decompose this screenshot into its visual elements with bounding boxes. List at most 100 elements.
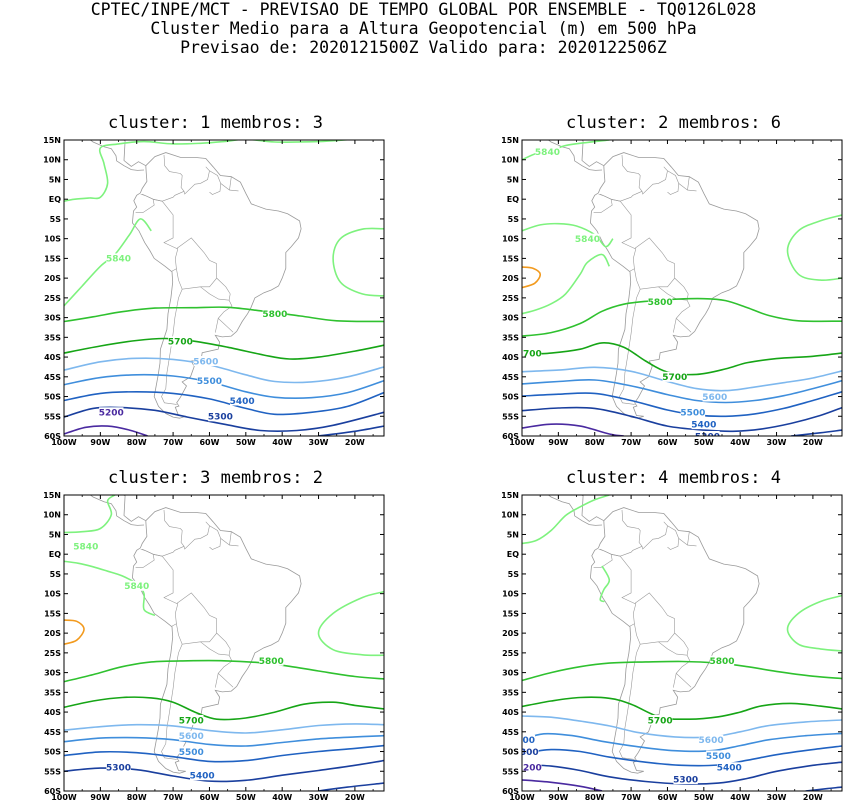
- country-border: [209, 170, 239, 192]
- latitude-tick-label: 5N: [49, 530, 61, 539]
- panel-title-2: cluster: 2 membros: 6: [566, 113, 781, 133]
- country-border: [593, 554, 613, 568]
- chart-header: CPTEC/INPE/MCT - PREVISAO DE TEMPO GLOBA…: [0, 0, 847, 57]
- map-frame: [521, 494, 843, 792]
- header-line-1: CPTEC/INPE/MCT - PREVISAO DE TEMPO GLOBA…: [90, 0, 757, 19]
- contour-label: 5700: [517, 349, 542, 359]
- latitude-tick-label: 10S: [44, 235, 61, 244]
- country-border: [200, 277, 231, 301]
- latitude-tick-label: 50S: [44, 748, 61, 757]
- geopotential-contour: [318, 425, 384, 436]
- longitude-tick-label: 80W: [585, 793, 605, 802]
- longitude-tick-label: 30W: [309, 438, 329, 447]
- longitude-tick-label: 50W: [236, 793, 256, 802]
- latitude-tick-label: 5S: [508, 215, 520, 224]
- country-border: [687, 176, 690, 191]
- longitude-tick-label: 20W: [345, 793, 365, 802]
- latitude-tick-label: 40S: [44, 708, 61, 717]
- longitude-tick-label: 100W: [51, 793, 77, 802]
- latitude-tick-label: EQ: [507, 550, 519, 559]
- latitude-tick-label: 20S: [502, 274, 519, 283]
- country-border: [163, 509, 185, 547]
- central-america-coast: [580, 495, 604, 522]
- country-border: [673, 318, 677, 333]
- latitude-tick-label: 30S: [44, 669, 61, 678]
- latitude-tick-label: 55S: [44, 412, 61, 421]
- longitude-tick-label: 90W: [548, 438, 568, 447]
- latitude-tick-label: 35S: [44, 333, 61, 342]
- latitude-tick-label: 40S: [502, 708, 519, 717]
- country-border: [667, 525, 697, 547]
- geopotential-contour: [64, 306, 384, 323]
- latitude-tick-label: EQ: [49, 550, 61, 559]
- geopotential-contour: [64, 337, 384, 360]
- longitude-tick-label: 90W: [90, 438, 110, 447]
- contour-label: 5800: [709, 657, 734, 667]
- longitude-tick-label: 50W: [694, 438, 714, 447]
- latitude-tick-label: 15S: [44, 254, 61, 263]
- country-border: [163, 154, 185, 192]
- geopotential-contour: [64, 357, 384, 384]
- country-border: [209, 538, 221, 550]
- latitude-tick-label: 40S: [502, 353, 519, 362]
- latitude-tick-label: EQ: [507, 195, 519, 204]
- map-frame: [63, 139, 385, 437]
- latitude-tick-label: 15S: [44, 609, 61, 618]
- panel-title-1: cluster: 1 membros: 3: [108, 113, 323, 133]
- country-border: [687, 531, 690, 546]
- longitude-tick-label: 20W: [803, 438, 823, 447]
- country-border: [200, 632, 231, 656]
- country-border: [140, 548, 163, 557]
- country-border: [619, 289, 641, 405]
- longitude-tick-label: 50W: [236, 438, 256, 447]
- country-border: [142, 521, 210, 557]
- longitude-tick-label: 20W: [345, 438, 365, 447]
- contour-label: 5500: [680, 409, 705, 419]
- country-border: [621, 154, 643, 192]
- geopotential-contour: [522, 379, 842, 404]
- geopotential-contour: [64, 560, 156, 617]
- contour-label: 5300: [673, 775, 698, 785]
- latitude-tick-label: 20S: [44, 274, 61, 283]
- central-america-coast: [122, 495, 146, 522]
- latitude-tick-label: 10N: [501, 511, 519, 520]
- latitude-tick-label: 50S: [502, 748, 519, 757]
- central-america-pacific-coast: [547, 140, 603, 171]
- latitude-tick-label: 5N: [507, 530, 519, 539]
- geopotential-contour: [786, 594, 842, 652]
- latitude-tick-label: 15N: [43, 491, 61, 500]
- longitude-tick-label: 60W: [199, 438, 219, 447]
- latitude-tick-label: 10N: [43, 156, 61, 165]
- latitude-tick-label: 50S: [502, 393, 519, 402]
- contour-label: 5700: [168, 338, 193, 348]
- geopotential-contour: [522, 495, 610, 545]
- latitude-tick-label: 60S: [502, 432, 519, 441]
- country-border: [209, 525, 239, 547]
- country-border: [598, 193, 621, 202]
- country-border: [161, 201, 179, 272]
- country-border: [135, 199, 155, 213]
- country-border: [140, 193, 163, 202]
- contour-label: 5400: [190, 772, 215, 782]
- country-border: [675, 300, 692, 333]
- latitude-tick-label: 25S: [502, 649, 519, 658]
- latitude-tick-label: 15S: [502, 254, 519, 263]
- map-frame: [521, 139, 843, 437]
- geopotential-contour: [64, 744, 384, 763]
- latitude-tick-label: 35S: [44, 688, 61, 697]
- longitude-tick-label: 70W: [621, 438, 641, 447]
- country-border: [600, 166, 668, 202]
- longitude-tick-label: 20W: [803, 793, 823, 802]
- country-border: [634, 237, 676, 290]
- country-border: [135, 554, 155, 568]
- geopotential-contour: [786, 214, 842, 282]
- country-border: [161, 556, 179, 627]
- country-border: [675, 655, 692, 688]
- latitude-tick-label: 55S: [502, 412, 519, 421]
- geopotential-contour: [64, 734, 384, 747]
- geopotential-contour: [522, 779, 603, 791]
- panel-title-4: cluster: 4 membros: 4: [566, 468, 781, 488]
- country-border: [217, 300, 234, 333]
- geopotential-contour: [522, 660, 842, 682]
